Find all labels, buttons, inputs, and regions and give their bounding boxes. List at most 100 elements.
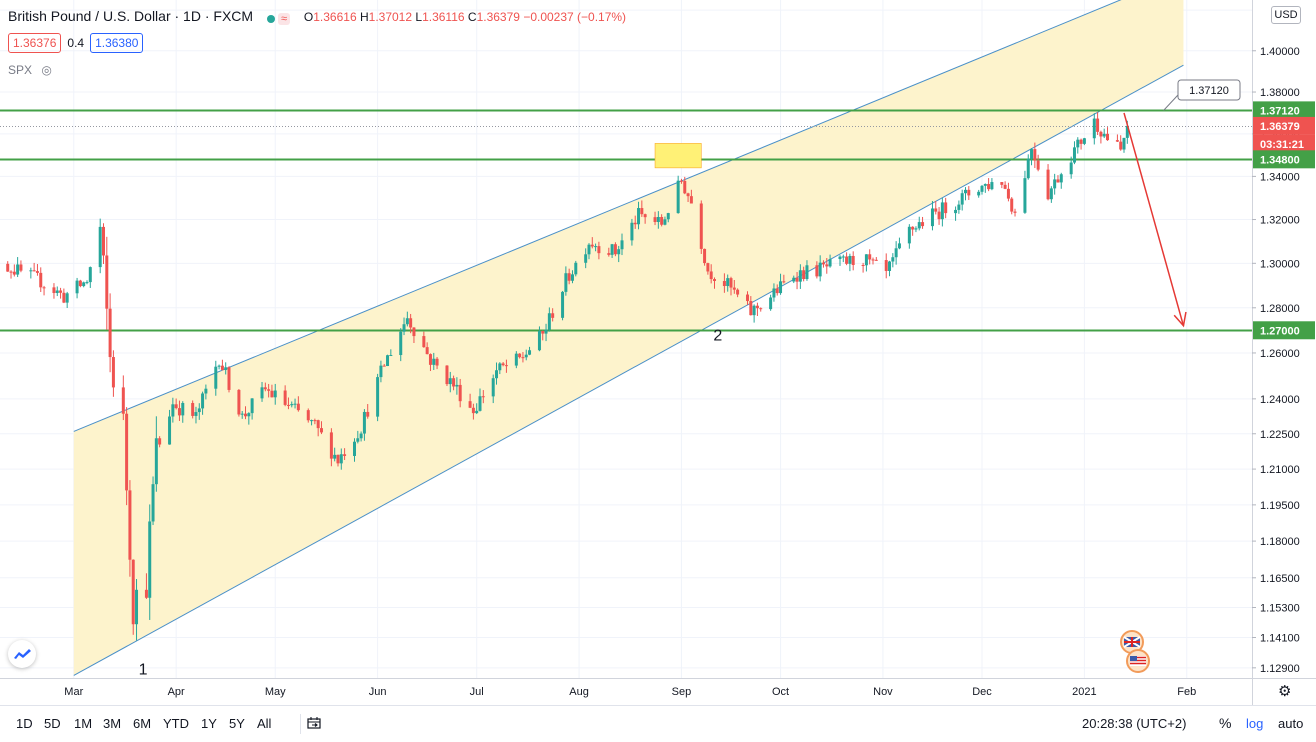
candle-body — [214, 366, 218, 389]
eye-hidden-icon[interactable]: ◎ — [41, 63, 52, 77]
candle-body — [782, 281, 786, 283]
price-chart[interactable]: 121.371201.400001.380001.360001.340001.3… — [0, 0, 1316, 705]
price-badge-label: 1.37120 — [1260, 105, 1300, 117]
candle — [597, 241, 601, 260]
range-ytd[interactable]: YTD — [163, 716, 189, 731]
candle-body — [551, 313, 555, 318]
candle — [541, 330, 545, 341]
candle-body — [851, 255, 855, 265]
candle — [125, 407, 129, 506]
candle-body — [960, 193, 964, 205]
change-value: −0.00237 (−0.17%) — [523, 10, 627, 24]
currency-button[interactable]: USD — [1271, 6, 1301, 24]
candle-body — [445, 365, 449, 385]
candle — [88, 266, 92, 288]
candle-body — [732, 287, 736, 290]
auto-scale-button[interactable]: auto — [1278, 716, 1304, 731]
candles — [6, 112, 1129, 641]
candle — [65, 291, 69, 308]
candle-body — [389, 355, 393, 357]
candle — [666, 212, 670, 223]
candle-body — [131, 559, 135, 625]
candle — [399, 328, 403, 362]
candle-body — [1010, 198, 1014, 212]
log-scale-button[interactable]: log — [1246, 716, 1264, 731]
candle-body — [934, 208, 938, 212]
price-tick-label: 1.22500 — [1260, 429, 1300, 441]
candle — [630, 218, 634, 246]
wave-label-1: 1 — [139, 661, 148, 678]
candle-body — [544, 329, 548, 334]
price-tick-label: 1.34000 — [1260, 171, 1300, 183]
range-6m[interactable]: 6M — [133, 716, 152, 731]
sell-button[interactable]: 1.36376 — [8, 33, 62, 53]
tradingview-logo-icon[interactable] — [8, 640, 36, 668]
candle-body — [1059, 174, 1063, 183]
candle — [547, 307, 551, 332]
candle — [561, 290, 565, 321]
candle — [85, 280, 89, 285]
candle-body — [1125, 125, 1129, 138]
range-1m[interactable]: 1M — [74, 716, 93, 731]
candle — [135, 579, 139, 641]
candle-body — [356, 438, 360, 442]
callout-box — [1177, 79, 1241, 101]
candle-body — [514, 353, 518, 366]
candle — [772, 283, 776, 302]
range-5d[interactable]: 5D — [44, 716, 61, 731]
symbol-title[interactable]: British Pound / U.S. Dollar · 1D · FXCM — [8, 8, 254, 24]
market-status[interactable]: ≈ — [266, 9, 290, 25]
candle — [848, 253, 852, 272]
candle — [168, 409, 172, 445]
candle-body — [848, 255, 852, 264]
candle — [273, 383, 277, 405]
range-1y[interactable]: 1Y — [201, 716, 217, 731]
candle-body — [240, 413, 244, 415]
time-tick-label: Nov — [873, 686, 893, 698]
candle — [818, 255, 822, 282]
candle-body — [220, 365, 224, 370]
candle-body — [171, 404, 175, 417]
candle — [779, 273, 783, 295]
date-range-icon[interactable] — [307, 717, 321, 729]
candle-body — [620, 240, 624, 250]
clock-timezone[interactable]: 20:28:38 (UTC+2) — [1082, 716, 1187, 731]
candle — [792, 275, 796, 284]
candle-body — [802, 270, 806, 280]
candle-body — [194, 412, 198, 416]
candle — [293, 398, 297, 409]
candle-body — [607, 253, 611, 255]
candle-body — [154, 438, 158, 485]
range-all[interactable]: All — [257, 716, 272, 731]
candle — [703, 248, 707, 266]
candle — [732, 279, 736, 294]
callout-label: 1.37120 — [1189, 85, 1229, 97]
range-1d[interactable]: 1D — [16, 716, 33, 731]
candle — [752, 304, 756, 323]
candle — [983, 183, 987, 193]
candle — [528, 346, 532, 356]
percent-scale-button[interactable]: % — [1219, 715, 1232, 731]
candle — [1006, 182, 1010, 202]
overlay-label[interactable]: SPX — [8, 63, 33, 77]
wave-icon: ≈ — [277, 12, 290, 25]
candle — [1000, 181, 1004, 189]
candle — [359, 431, 363, 442]
events-flags-icon[interactable] — [1116, 628, 1160, 674]
candle-body — [273, 390, 277, 398]
settings-gear-icon[interactable]: ⚙ — [1278, 683, 1292, 700]
candle-body — [1006, 188, 1010, 199]
candle-body — [1072, 147, 1076, 163]
range-5y[interactable]: 5Y — [229, 716, 245, 731]
candle — [709, 264, 713, 284]
candle-body — [930, 208, 934, 227]
candle — [620, 233, 624, 256]
candle-body — [1033, 149, 1037, 161]
candle-body — [204, 388, 208, 394]
range-3m[interactable]: 3M — [103, 716, 122, 731]
candle — [584, 248, 588, 269]
candle — [921, 216, 925, 229]
candle — [432, 352, 436, 371]
buy-button[interactable]: 1.36380 — [90, 33, 144, 53]
candle-body — [1076, 139, 1080, 148]
